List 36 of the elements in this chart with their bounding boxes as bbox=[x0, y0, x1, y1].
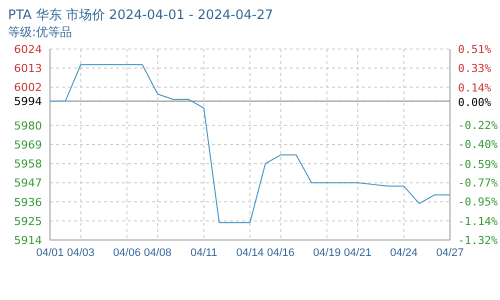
x-tick-label: 04/11 bbox=[190, 246, 218, 259]
y-tick-label: 5969 bbox=[14, 138, 42, 152]
y2-tick-label: 0.51% bbox=[458, 43, 492, 56]
x-tick-label: 04/24 bbox=[390, 246, 418, 259]
y-tick-label: 6013 bbox=[14, 62, 42, 76]
y-tick-label: 5925 bbox=[14, 214, 42, 228]
chart-subtitle: 等级:优等品 bbox=[8, 24, 72, 41]
x-tick-label: 04/19 bbox=[313, 246, 341, 259]
x-tick-label: 04/03 bbox=[67, 246, 95, 259]
y-tick-label: 5914 bbox=[14, 234, 42, 247]
y2-tick-label: 0.14% bbox=[458, 82, 492, 95]
y2-tick-label: -0.95% bbox=[458, 195, 498, 208]
y-tick-label: 5994 bbox=[14, 95, 42, 108]
y2-tick-label: 0.00% bbox=[458, 96, 492, 110]
y2-tick-label: -1.14% bbox=[458, 215, 498, 228]
x-tick-label: 04/08 bbox=[144, 246, 172, 259]
x-tick-label: 04/01 bbox=[36, 246, 64, 259]
chart-title: PTA 华东 市场价 2024-04-01 - 2024-04-27 bbox=[8, 7, 274, 24]
x-tick-label: 04/21 bbox=[344, 246, 372, 259]
y2-tick-label: 0.33% bbox=[458, 62, 492, 75]
y-tick-label: 5958 bbox=[14, 158, 42, 171]
line-series bbox=[50, 64, 450, 224]
y2-tick-label: -1.32% bbox=[458, 234, 498, 247]
y2-tick-label: -0.40% bbox=[458, 138, 498, 151]
y2-tick-label: -0.77% bbox=[458, 176, 498, 190]
y2-tick-label: -0.59% bbox=[458, 158, 498, 171]
x-tick-label: 04/14 bbox=[236, 246, 264, 259]
x-tick-label: 04/06 bbox=[113, 246, 141, 259]
y-tick-label: 6024 bbox=[14, 43, 42, 56]
y-tick-label: 5936 bbox=[14, 196, 42, 209]
y-tick-label: 6002 bbox=[14, 81, 42, 94]
y-tick-label: 5980 bbox=[14, 119, 42, 132]
x-tick-label: 04/16 bbox=[267, 246, 295, 259]
x-tick-label: 04/27 bbox=[436, 246, 464, 259]
y-tick-label: 5947 bbox=[14, 176, 42, 190]
y2-tick-label: -0.22% bbox=[458, 119, 498, 132]
